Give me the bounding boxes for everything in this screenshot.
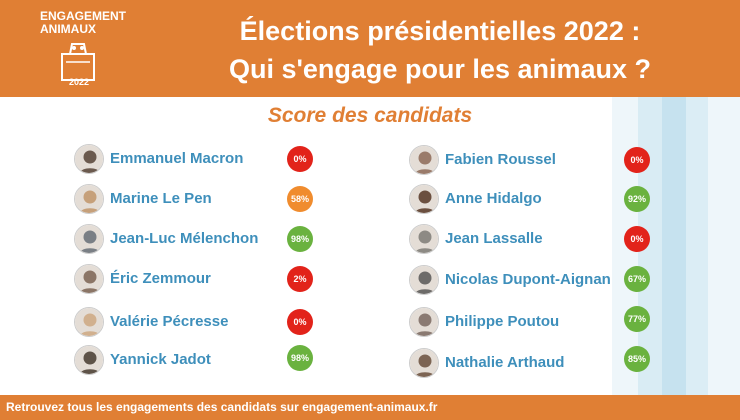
candidate-photo bbox=[409, 224, 439, 254]
candidate-photo bbox=[74, 264, 104, 294]
candidate-photo bbox=[74, 144, 104, 174]
title-line2: Qui s'engage pour les animaux ? bbox=[228, 54, 652, 84]
candidate-name: Jean Lassalle bbox=[445, 230, 543, 247]
score-badge: 98% bbox=[287, 345, 313, 371]
footer-link[interactable]: Retrouvez tous les engagements des candi… bbox=[6, 400, 438, 414]
engagement-animaux-logo[interactable]: ENGAGEMENT ANIMAUX 2022 bbox=[40, 10, 130, 90]
decor-stripe bbox=[662, 97, 686, 395]
candidate-name: Yannick Jadot bbox=[110, 351, 211, 368]
header-banner: ENGAGEMENT ANIMAUX 2022 Élections présid… bbox=[0, 0, 740, 97]
candidate-photo bbox=[74, 345, 104, 375]
decor-stripe bbox=[686, 97, 708, 395]
candidate-name: Éric Zemmour bbox=[110, 270, 211, 287]
candidate-name: Nathalie Arthaud bbox=[445, 354, 565, 371]
score-badge: 85% bbox=[624, 346, 650, 372]
candidate-name: Emmanuel Macron bbox=[110, 150, 244, 167]
candidate-photo bbox=[409, 145, 439, 175]
score-badge: 0% bbox=[624, 226, 650, 252]
score-badge: 92% bbox=[624, 186, 650, 212]
title-line1: Élections présidentielles 2022 : bbox=[239, 16, 641, 46]
candidate-photo bbox=[74, 184, 104, 214]
score-badge: 0% bbox=[287, 146, 313, 172]
candidate-name: Marine Le Pen bbox=[110, 190, 212, 207]
candidate-photo bbox=[409, 307, 439, 337]
candidate-photo bbox=[74, 224, 104, 254]
candidate-photo bbox=[409, 348, 439, 378]
score-badge: 0% bbox=[624, 147, 650, 173]
candidate-photo bbox=[409, 184, 439, 214]
logo-text-line2: ANIMAUX bbox=[40, 22, 96, 36]
page-title: Élections présidentielles 2022 : Qui s'e… bbox=[140, 12, 740, 88]
score-badge: 98% bbox=[287, 226, 313, 252]
score-badge: 67% bbox=[624, 266, 650, 292]
candidate-name: Fabien Roussel bbox=[445, 151, 556, 168]
candidate-name: Anne Hidalgo bbox=[445, 190, 542, 207]
score-badge: 2% bbox=[287, 266, 313, 292]
candidate-name: Valérie Pécresse bbox=[110, 313, 229, 330]
score-badge: 0% bbox=[287, 309, 313, 335]
logo-year: 2022 bbox=[68, 77, 90, 87]
decor-stripe bbox=[708, 97, 740, 395]
score-badge: 58% bbox=[287, 186, 313, 212]
candidate-photo bbox=[74, 307, 104, 337]
section-subtitle: Score des candidats bbox=[267, 104, 473, 127]
candidate-photo bbox=[409, 265, 439, 295]
candidate-name: Jean-Luc Mélenchon bbox=[110, 230, 259, 247]
ballot-box-icon bbox=[61, 43, 95, 81]
score-badge: 77% bbox=[624, 306, 650, 332]
candidate-name: Philippe Poutou bbox=[445, 313, 560, 330]
logo-text-line1: ENGAGEMENT bbox=[40, 9, 127, 23]
candidate-name: Nicolas Dupont-Aignan bbox=[445, 271, 611, 288]
footer-bar: Retrouvez tous les engagements des candi… bbox=[0, 395, 740, 420]
